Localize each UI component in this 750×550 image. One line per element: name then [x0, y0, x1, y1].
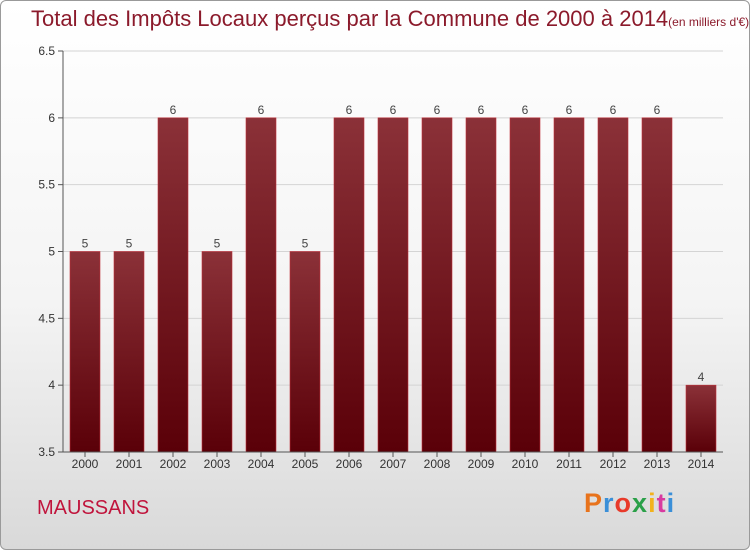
logo-letter: x	[632, 488, 649, 518]
logo-letter: i	[666, 488, 676, 518]
logo-letter: P	[584, 488, 604, 518]
y-tick-label: 4	[48, 378, 55, 392]
data-label-2012: 6	[610, 103, 617, 117]
x-tick-label-2003: 2003	[204, 457, 231, 471]
data-label-2008: 6	[434, 103, 441, 117]
y-tick-label: 6	[48, 111, 55, 125]
bar-2010	[509, 117, 541, 453]
data-label-2007: 6	[390, 103, 397, 117]
bar-2002	[157, 117, 189, 453]
data-label-2000: 5	[82, 237, 89, 251]
data-label-2004: 6	[258, 103, 265, 117]
data-label-2001: 5	[126, 237, 133, 251]
bars: 5 5 6 5 6 5 6 6 6 6 6 6 6 6 4	[69, 103, 717, 453]
y-tick-label: 4.5	[38, 311, 55, 325]
data-label-2013: 6	[654, 103, 661, 117]
x-tick-label-2012: 2012	[600, 457, 627, 471]
x-tick-label-2002: 2002	[160, 457, 187, 471]
data-label-2014: 4	[698, 370, 705, 384]
y-tick-label: 5.5	[38, 178, 55, 192]
bar-2013	[641, 117, 673, 453]
bar-2001	[113, 251, 145, 453]
data-label-2010: 6	[522, 103, 529, 117]
x-tick-label-2011: 2011	[556, 457, 582, 471]
logo-letter: o	[614, 488, 633, 518]
bar-2014	[685, 384, 717, 453]
x-tick-label-2009: 2009	[468, 457, 495, 471]
bar-2004	[245, 117, 277, 453]
data-label-2006: 6	[346, 103, 353, 117]
data-label-2005: 5	[302, 237, 309, 251]
x-tick-label-2005: 2005	[292, 457, 319, 471]
title-text: Total des Impôts Locaux perçus par la Co…	[31, 6, 669, 31]
bar-2005	[289, 251, 321, 453]
bar-2003	[201, 251, 233, 453]
data-label-2009: 6	[478, 103, 485, 117]
x-tick-label-2010: 2010	[512, 457, 539, 471]
x-tick-label-2013: 2013	[644, 457, 671, 471]
x-tick-label-2001: 2001	[116, 457, 143, 471]
bar-2009	[465, 117, 497, 453]
bar-2006	[333, 117, 365, 453]
commune-name: MAUSSANS	[37, 497, 150, 519]
logo-letter: i	[648, 488, 657, 518]
axes: 3.5 4 4.5 5 5.5 6 6.5 2000 2001 2002 2003 2004 2005 2…	[38, 44, 723, 471]
bar-2011	[553, 117, 585, 453]
y-tick-label: 3.5	[38, 445, 55, 459]
data-label-2002: 6	[170, 103, 177, 117]
chart-title: Total des Impôts Locaux perçus par la Co…	[31, 6, 749, 32]
bar-2000	[69, 251, 101, 453]
logo-letter: r	[603, 488, 615, 518]
x-tick-label-2008: 2008	[424, 457, 451, 471]
bar-2007	[377, 117, 409, 453]
bar-2008	[421, 117, 453, 453]
proxiti-logo[interactable]: Proxiti	[584, 488, 675, 519]
y-tick-label: 6.5	[38, 44, 55, 58]
chart-subtitle: (en milliers d'€)	[668, 15, 750, 29]
x-tick-label-2000: 2000	[72, 457, 99, 471]
bar-2012	[597, 117, 629, 453]
x-tick-label-2004: 2004	[248, 457, 275, 471]
data-label-2011: 6	[566, 103, 573, 117]
x-tick-label-2007: 2007	[380, 457, 407, 471]
x-tick-label-2006: 2006	[336, 457, 363, 471]
y-tick-label: 5	[48, 245, 55, 259]
data-label-2003: 5	[214, 237, 221, 251]
x-tick-label-2014: 2014	[688, 457, 715, 471]
logo-letter: t	[656, 488, 667, 518]
